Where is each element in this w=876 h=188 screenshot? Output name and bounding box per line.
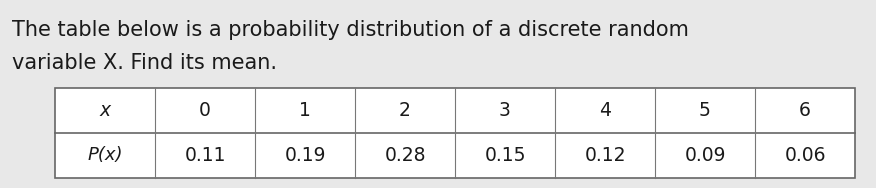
- Text: 0.11: 0.11: [184, 146, 226, 165]
- Text: The table below is a probability distribution of a discrete random: The table below is a probability distrib…: [12, 20, 689, 40]
- Text: 0.12: 0.12: [584, 146, 625, 165]
- Text: 6: 6: [799, 101, 811, 120]
- Text: 0.06: 0.06: [784, 146, 826, 165]
- Bar: [55, 88, 855, 178]
- Text: 5: 5: [699, 101, 711, 120]
- Text: 3: 3: [499, 101, 511, 120]
- Text: 0: 0: [199, 101, 211, 120]
- Text: 4: 4: [599, 101, 611, 120]
- Bar: [55, 88, 855, 178]
- Text: 0.15: 0.15: [484, 146, 526, 165]
- Text: 0.19: 0.19: [284, 146, 326, 165]
- Text: 1: 1: [299, 101, 311, 120]
- Text: variable Χ. Find its mean.: variable Χ. Find its mean.: [12, 53, 277, 73]
- Text: 0.28: 0.28: [385, 146, 426, 165]
- Text: 2: 2: [399, 101, 411, 120]
- Text: x: x: [100, 101, 110, 120]
- Text: 0.09: 0.09: [684, 146, 725, 165]
- Text: P(x): P(x): [88, 146, 123, 164]
